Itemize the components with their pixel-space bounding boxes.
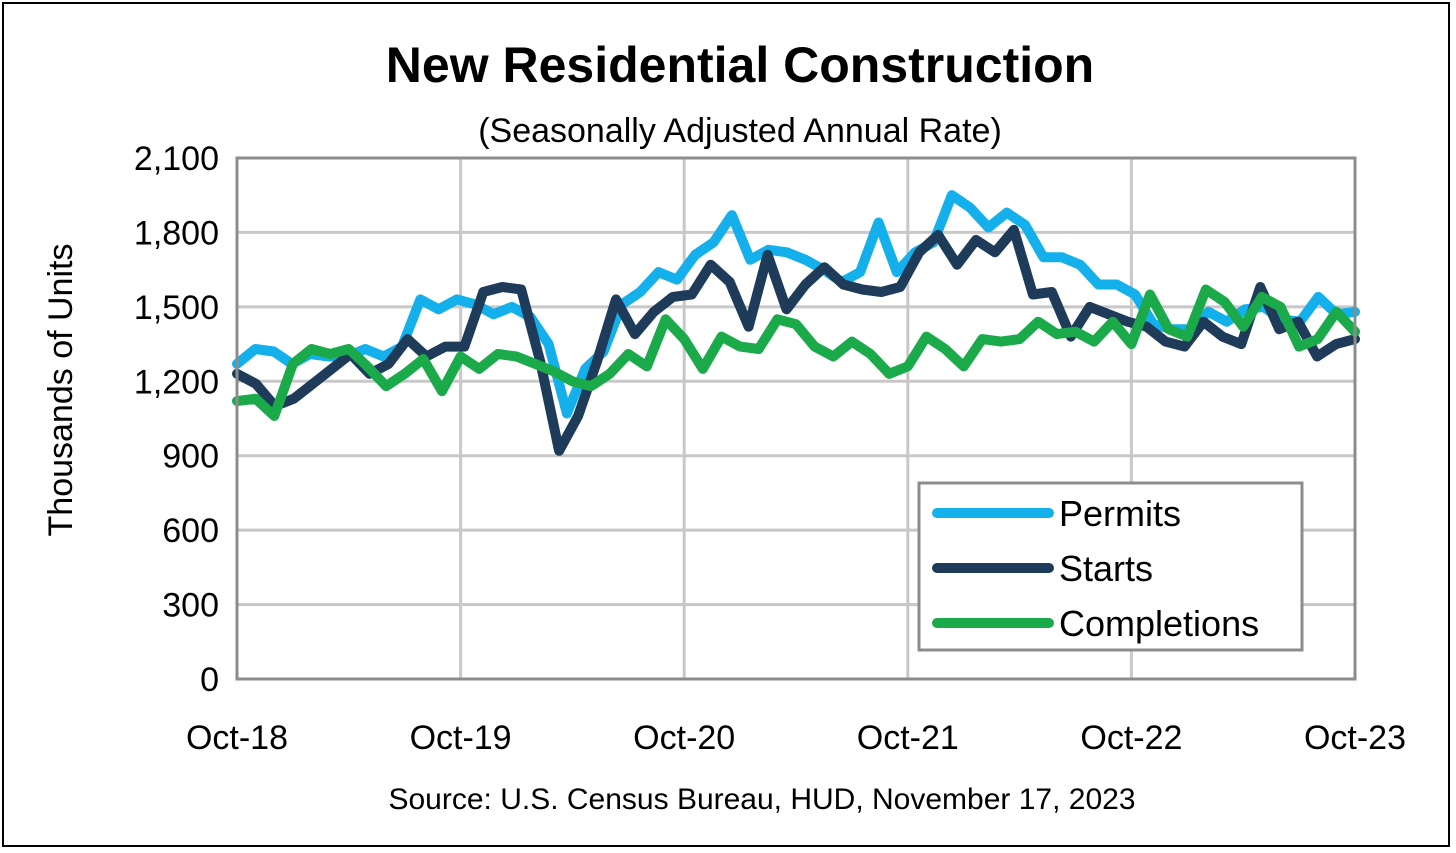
- gridlines: [237, 156, 1355, 681]
- x-tick-label: Oct-21: [857, 719, 959, 757]
- legend: Permits Starts Completions: [917, 481, 1304, 652]
- series-lines: [232, 190, 1360, 456]
- series-line-completions: [232, 284, 1360, 421]
- x-tick-label: Oct-20: [633, 719, 735, 757]
- y-tick-labels: 0 300 600 900 1,200 1,500 1,800 2,100: [134, 140, 219, 699]
- plot-area-border: [235, 156, 1357, 681]
- line-chart: New Residential Construction (Seasonally…: [42, 37, 1406, 816]
- x-tick-label: Oct-18: [186, 719, 288, 757]
- y-tick-label: 2,100: [134, 140, 219, 178]
- y-tick-label: 900: [162, 438, 219, 476]
- chart-title: New Residential Construction: [386, 37, 1094, 93]
- x-tick-labels: Oct-18 Oct-19 Oct-20 Oct-21 Oct-22 Oct-23: [186, 719, 1406, 757]
- x-tick-label: Oct-22: [1080, 719, 1182, 757]
- y-tick-label: 1,500: [134, 289, 219, 327]
- y-tick-label: 1,200: [134, 363, 219, 401]
- x-tick-label: Oct-23: [1304, 719, 1406, 757]
- legend-label-starts: Starts: [1059, 548, 1153, 589]
- legend-label-permits: Permits: [1059, 493, 1181, 534]
- source-note: Source: U.S. Census Bureau, HUD, Novembe…: [388, 783, 1135, 816]
- legend-label-completions: Completions: [1059, 603, 1259, 644]
- y-tick-label: 0: [200, 661, 219, 699]
- chart-subtitle: (Seasonally Adjusted Annual Rate): [478, 112, 1002, 150]
- y-tick-label: 1,800: [134, 214, 219, 252]
- y-tick-label: 300: [162, 587, 219, 625]
- x-tick-label: Oct-19: [410, 719, 512, 757]
- series-line-starts: [232, 224, 1360, 456]
- y-axis-label: Thousands of Units: [42, 244, 80, 537]
- y-tick-label: 600: [162, 512, 219, 550]
